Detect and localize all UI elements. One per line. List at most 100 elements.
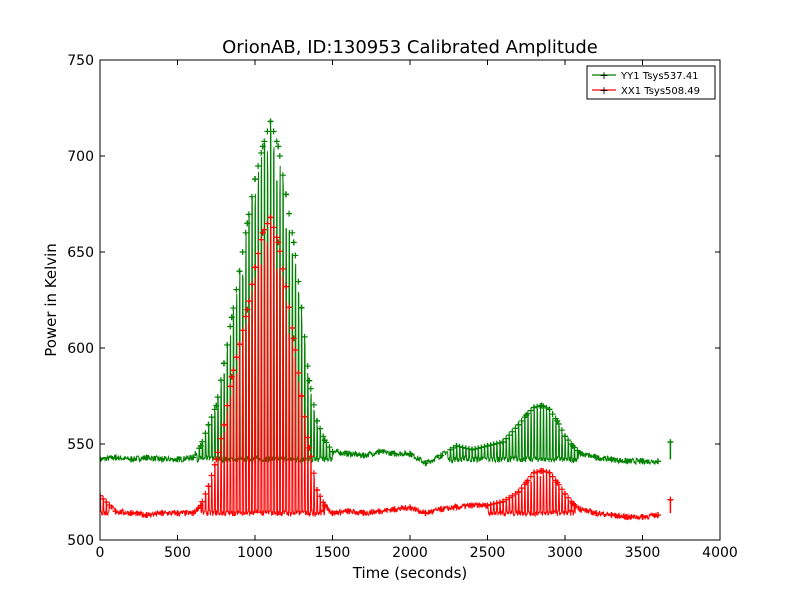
data-point (100, 492, 103, 499)
series-1 (100, 214, 674, 521)
data-point (267, 118, 274, 125)
data-point (197, 442, 204, 449)
legend-label-xx1: XX1 Tsys508.49 (621, 86, 700, 97)
data-point-marker (289, 325, 296, 332)
data-point-marker (230, 367, 237, 374)
data-point (554, 417, 561, 424)
data-point (290, 239, 297, 246)
data-point-marker (518, 485, 525, 492)
data-point-marker (273, 234, 280, 241)
data-point (213, 456, 220, 463)
data-point-marker (518, 417, 525, 424)
data-point-marker (310, 401, 317, 408)
data-point (484, 502, 491, 509)
data-point-marker (307, 385, 314, 392)
y-tick-label: 750 (67, 53, 94, 69)
data-point-marker (224, 341, 231, 348)
data-point (159, 510, 165, 517)
data-point-marker (211, 461, 218, 468)
data-point-marker (574, 447, 581, 454)
data-point (515, 421, 522, 428)
y-axis-label: Power in Kelvin (42, 243, 60, 357)
legend: + YY1 Tsys537.41 + XX1 Tsys508.49 (586, 65, 716, 100)
data-point-marker (199, 498, 206, 505)
data-point-marker (103, 498, 110, 505)
data-point-marker (307, 453, 314, 460)
x-tick-label: 2500 (470, 545, 506, 561)
data-point-marker (208, 472, 215, 479)
data-point (290, 335, 297, 342)
data-point (128, 456, 134, 463)
x-tick-label: 3000 (547, 545, 583, 561)
data-point-marker (295, 369, 302, 376)
data-point-marker (211, 406, 218, 413)
data-point-marker (264, 220, 271, 227)
data-point-marker (239, 249, 246, 255)
data-point-marker (301, 413, 308, 420)
data-point (221, 360, 227, 367)
data-point (593, 454, 599, 461)
data-point (531, 469, 537, 476)
data-point (190, 510, 196, 517)
data-point-marker (462, 445, 469, 452)
data-point (197, 502, 204, 509)
data-point-marker (230, 305, 237, 312)
data-point-marker (106, 502, 113, 509)
data-point-marker (233, 354, 240, 361)
data-point-marker (286, 304, 293, 311)
data-point (546, 469, 553, 476)
data-point (523, 479, 530, 486)
data-point-marker (295, 278, 302, 285)
data-point (407, 450, 413, 457)
data-point (484, 442, 491, 449)
data-point (298, 304, 305, 311)
data-point-marker (503, 496, 510, 503)
data-point-marker (465, 445, 472, 452)
x-tick-label: 1000 (237, 545, 273, 561)
data-point (531, 404, 537, 411)
data-point (259, 229, 266, 236)
data-point-marker (214, 394, 221, 401)
data-point (569, 442, 576, 449)
data-point-marker (304, 434, 311, 441)
data-point-marker (496, 499, 503, 506)
data-point-marker (543, 404, 550, 411)
data-point (624, 513, 630, 520)
data-point-marker (320, 499, 327, 506)
data-point-marker (506, 432, 513, 439)
data-point-marker (248, 281, 255, 288)
data-point (100, 456, 103, 463)
data-point (538, 467, 545, 474)
data-point (298, 393, 305, 399)
data-point-marker (555, 421, 562, 428)
y-tick-label: 600 (67, 341, 94, 357)
data-point (360, 452, 367, 459)
data-point (306, 377, 313, 384)
data-point-marker (304, 363, 311, 370)
x-tick-label: 1500 (315, 545, 351, 561)
data-point (523, 412, 530, 419)
data-point-marker (503, 435, 510, 442)
data-point (453, 442, 460, 449)
data-point-marker (255, 162, 262, 169)
data-point-marker (224, 402, 231, 409)
data-point-marker (472, 445, 479, 452)
data-point-marker (301, 333, 308, 340)
legend-box (586, 65, 716, 100)
x-tick-label: 3500 (625, 545, 661, 561)
data-point-marker (245, 298, 252, 305)
data-point-marker (245, 211, 252, 218)
data-point-marker (565, 437, 572, 444)
data-point (515, 489, 522, 495)
data-point-marker (258, 236, 265, 243)
x-axis-label: Time (seconds) (352, 564, 468, 582)
data-point (562, 433, 568, 440)
y-tick-label: 650 (67, 245, 94, 261)
data-point-marker (509, 428, 516, 435)
data-point-marker (447, 446, 454, 453)
data-point-marker (490, 500, 497, 507)
data-point-marker (273, 138, 280, 145)
data-point (655, 458, 661, 465)
data-point (577, 506, 584, 513)
legend-label-yy1: YY1 Tsys537.41 (620, 71, 699, 82)
